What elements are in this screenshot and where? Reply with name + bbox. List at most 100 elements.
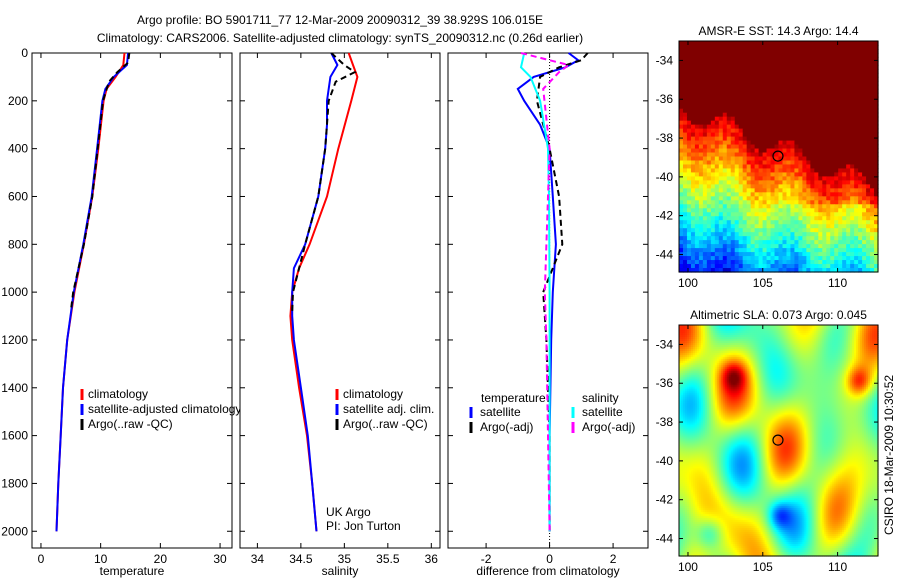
heatmap-cell: [700, 350, 704, 354]
heatmap-cell: [686, 176, 692, 181]
heatmap-cell: [774, 80, 780, 86]
heatmap-cell: [870, 148, 875, 154]
heatmap-cell: [858, 220, 863, 225]
heatmap-cell: [842, 260, 847, 265]
series-line-salinity-satellite: [519, 52, 551, 532]
heatmap-cell: [694, 176, 700, 181]
heatmap-cell: [774, 356, 778, 360]
heatmap-cell: [770, 232, 776, 237]
heatmap-cell: [700, 348, 704, 352]
heatmap-cell: [686, 192, 692, 197]
heatmap-cell: [842, 176, 847, 181]
heatmap-cell: [828, 352, 831, 356]
heatmap-cell: [746, 228, 752, 233]
heatmap-cell: [714, 346, 718, 350]
heatmap-cell: [718, 204, 724, 209]
heatmap-cell: [830, 232, 835, 237]
heatmap-cell: [790, 132, 796, 138]
heatmap-cell: [854, 268, 859, 273]
heatmap-cell: [834, 256, 839, 261]
heatmap-cell: [742, 180, 748, 185]
heatmap-cell: [772, 342, 776, 346]
heatmap-cell: [792, 352, 796, 356]
heatmap-cell: [706, 108, 712, 114]
heatmap-cell: [802, 346, 805, 350]
heatmap-cell: [702, 156, 708, 162]
heatmap-cell: [814, 344, 817, 348]
heatmap-cell: [820, 325, 823, 328]
heatmap-cell: [679, 192, 684, 197]
heatmap-cell: [682, 184, 688, 189]
heatmap-cell: [726, 328, 730, 332]
heatmap-cell: [780, 358, 784, 362]
heatmap-cell: [816, 328, 819, 332]
heatmap-cell: [876, 325, 879, 328]
heatmap-cell: [774, 164, 780, 170]
heatmap-cell: [696, 332, 700, 336]
heatmap-cell: [690, 156, 696, 162]
heatmap-cell: [722, 334, 726, 338]
heatmap-cell: [866, 56, 871, 62]
heatmap-cell: [734, 356, 738, 360]
heatmap-cell: [686, 76, 692, 82]
heatmap-cell: [712, 348, 716, 352]
heatmap-cell: [848, 346, 851, 350]
heatmap-cell: [748, 338, 752, 342]
heatmap-cell: [794, 192, 799, 197]
heatmap-cell: [764, 356, 768, 360]
heatmap-cell: [764, 342, 768, 346]
heatmap-cell: [854, 132, 859, 138]
heatmap-cell: [734, 176, 740, 181]
heatmap-cell: [790, 156, 796, 162]
heatmap-cell: [690, 240, 696, 245]
heatmap-cell: [694, 120, 700, 126]
heatmap-cell: [712, 330, 716, 334]
heatmap-cell: [744, 332, 748, 336]
heatmap-cell: [766, 260, 772, 265]
heatmap-cell: [736, 326, 740, 330]
heatmap-cell: [874, 144, 879, 150]
heatmap-cell: [844, 330, 847, 334]
heatmap-cell: [704, 354, 708, 358]
heatmap-cell: [738, 124, 744, 130]
heatmap-cell: [770, 100, 776, 106]
heatmap-cell: [706, 96, 712, 102]
y-tick-label: 800: [8, 237, 28, 251]
heatmap-cell: [682, 64, 688, 70]
heatmap-cell: [798, 176, 803, 181]
heatmap-cell: [728, 340, 732, 344]
heatmap-cell: [874, 112, 879, 118]
heatmap-cell: [854, 228, 859, 233]
heatmap-cell: [790, 140, 796, 146]
heatmap-cell: [704, 360, 708, 364]
heatmap-cell: [870, 128, 875, 134]
heatmap-cell: [720, 330, 724, 334]
heatmap-cell: [874, 64, 879, 70]
heatmap-cell: [706, 176, 712, 181]
heatmap-cell: [770, 326, 774, 330]
heatmap-cell: [754, 144, 760, 150]
heatmap-cell: [806, 41, 811, 46]
heatmap-cell: [742, 156, 748, 162]
heatmap-cell: [734, 360, 738, 364]
heatmap-cell: [786, 164, 792, 170]
heatmap-cell: [716, 338, 720, 342]
heatmap-cell: [784, 344, 788, 348]
heatmap-cell: [742, 232, 748, 237]
heatmap-cell: [782, 325, 786, 328]
heatmap-cell: [782, 144, 788, 150]
heatmap-cell: [744, 326, 748, 330]
heatmap-cell: [812, 334, 815, 338]
heatmap-cell: [694, 148, 700, 154]
heatmap-cell: [782, 88, 788, 94]
heatmap-cell: [750, 80, 756, 86]
heatmap-cell: [786, 252, 792, 257]
heatmap-cell: [679, 348, 682, 352]
heatmap-cell: [852, 348, 855, 352]
heatmap-cell: [806, 112, 811, 118]
heatmap-cell: [710, 56, 716, 62]
heatmap-cell: [802, 340, 805, 344]
heatmap-cell: [682, 338, 686, 342]
heatmap-cell: [814, 184, 819, 189]
